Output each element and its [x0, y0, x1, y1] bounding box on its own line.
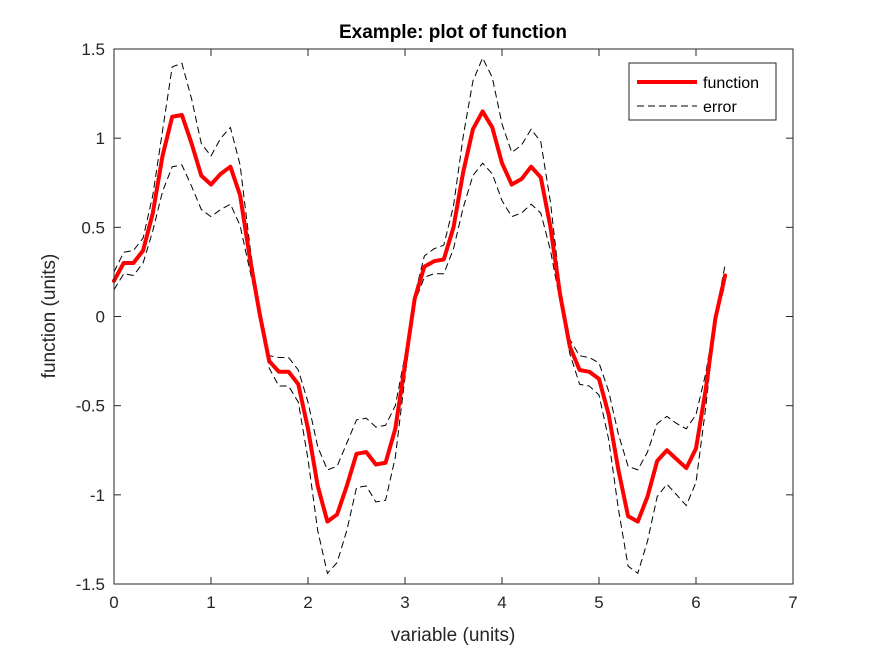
y-tick-label: 1 — [96, 129, 105, 148]
series-line-error-upper — [113, 56, 726, 471]
chart-title: Example: plot of function — [339, 22, 567, 43]
plot-area: 0 1 2 3 4 5 6 7 -1.5 -1 -0.5 0 0.5 1 1.5 — [76, 40, 798, 612]
x-tick-label: 4 — [497, 593, 506, 612]
y-tick-label: -1.5 — [76, 575, 105, 594]
y-tick-label: 0.5 — [81, 218, 105, 237]
x-tick-label: 2 — [303, 593, 312, 612]
legend: function error — [628, 62, 777, 121]
plot-background — [114, 49, 793, 584]
series-line-error-lower — [113, 162, 726, 575]
x-tick-label: 1 — [206, 593, 215, 612]
y-tick-label: -1 — [90, 486, 105, 505]
series-line-function — [112, 109, 728, 524]
x-tick-label: 3 — [400, 593, 409, 612]
x-tick-label: 7 — [788, 593, 797, 612]
series-layer — [112, 56, 728, 575]
x-axis-title: variable (units) — [391, 625, 516, 646]
y-tick-label: -0.5 — [76, 397, 105, 416]
legend-label-function: function — [703, 75, 759, 92]
x-tick-label: 5 — [594, 593, 603, 612]
x-tick-label: 6 — [691, 593, 700, 612]
legend-box — [628, 62, 777, 121]
y-tick-label: 1.5 — [81, 40, 105, 59]
x-tick-label: 0 — [109, 593, 118, 612]
ticks-layer: 0 1 2 3 4 5 6 7 -1.5 -1 -0.5 0 0.5 1 1.5 — [76, 40, 798, 612]
y-tick-label: 0 — [96, 308, 105, 327]
y-axis-title: function (units) — [39, 254, 60, 379]
legend-label-error: error — [703, 99, 737, 116]
